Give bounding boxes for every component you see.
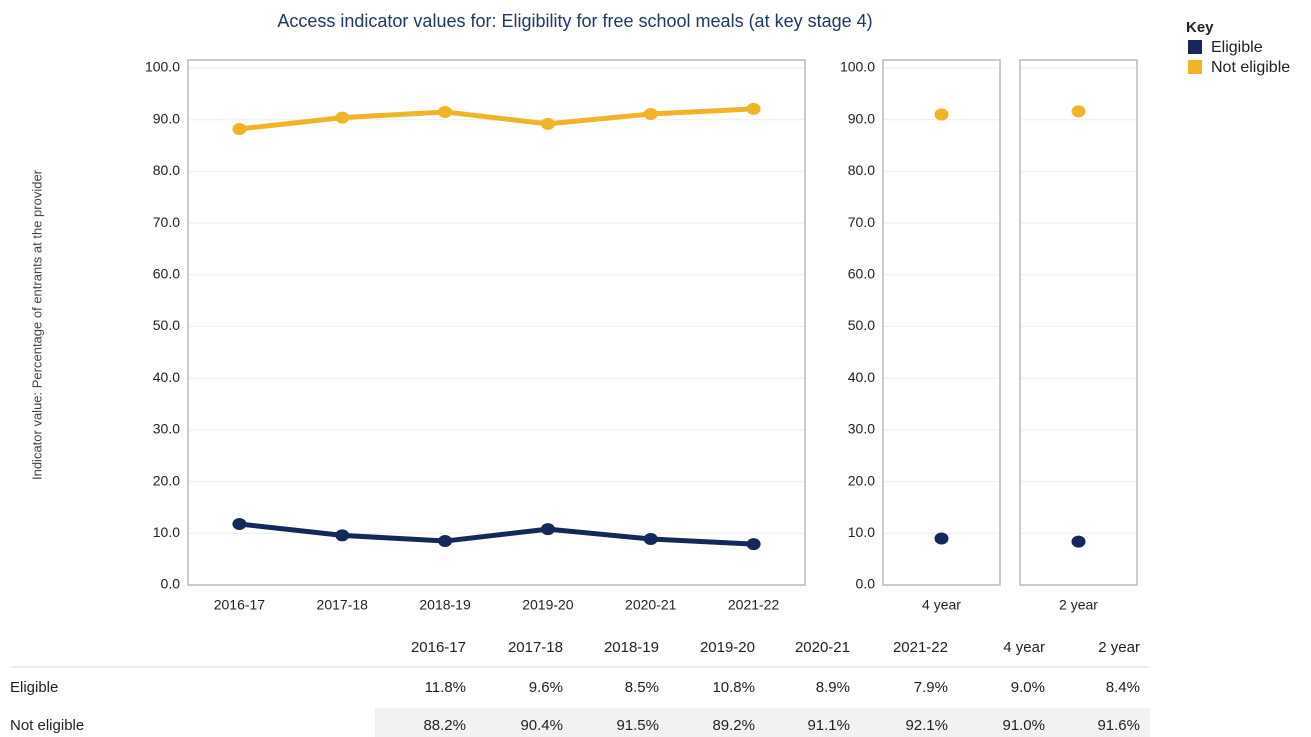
table-cell: 8.5% xyxy=(625,679,659,696)
data-point xyxy=(335,111,350,124)
table-cell: 91.6% xyxy=(1097,717,1140,734)
data-point xyxy=(232,517,247,530)
y-tick-label: 60.0 xyxy=(848,266,875,282)
data-point xyxy=(232,123,247,136)
table-header: 2 year xyxy=(1098,639,1140,656)
data-point xyxy=(1071,535,1086,548)
table-cell: 89.2% xyxy=(712,717,755,734)
legend-title: Key xyxy=(1186,19,1214,36)
data-point xyxy=(438,105,453,118)
table-header: 2017-18 xyxy=(508,639,563,656)
y-tick-label: 60.0 xyxy=(153,266,180,282)
y-tick-label: 40.0 xyxy=(848,369,875,385)
data-point xyxy=(335,529,350,542)
row-shade xyxy=(375,708,1150,737)
data-point xyxy=(1071,105,1086,118)
y-tick-label: 20.0 xyxy=(848,472,875,488)
y-tick-label: 90.0 xyxy=(848,110,875,126)
legend-label: Not eligible xyxy=(1211,59,1290,76)
x-tick-label: 2018-19 xyxy=(419,597,471,613)
legend-swatch xyxy=(1188,60,1202,74)
table-header: 2016-17 xyxy=(411,639,466,656)
y-tick-label: 50.0 xyxy=(153,317,180,333)
data-point xyxy=(746,102,761,115)
series-line xyxy=(239,521,754,547)
data-point xyxy=(746,538,761,551)
table-header: 2018-19 xyxy=(604,639,659,656)
table-header: 4 year xyxy=(1003,639,1045,656)
table-header: 2020-21 xyxy=(795,639,850,656)
table-header: 2021-22 xyxy=(893,639,948,656)
panel-frame xyxy=(882,59,1001,586)
row-label: Eligible xyxy=(10,679,58,696)
table-cell: 92.1% xyxy=(905,717,948,734)
x-tick-label: 2020-21 xyxy=(625,597,677,613)
table-cell: 9.6% xyxy=(529,679,563,696)
table-header: 2019-20 xyxy=(700,639,755,656)
table-cell: 8.9% xyxy=(816,679,850,696)
legend-label: Eligible xyxy=(1211,39,1263,56)
y-tick-label: 0.0 xyxy=(856,576,876,592)
y-tick-label: 70.0 xyxy=(848,214,875,230)
chart-title: Access indicator values for: Eligibility… xyxy=(277,11,872,31)
data-point xyxy=(540,523,555,536)
y-axis-title: Indicator value: Percentage of entrants … xyxy=(29,169,44,480)
y-tick-label: 50.0 xyxy=(848,317,875,333)
y-tick-label: 100.0 xyxy=(840,59,875,75)
y-tick-label: 70.0 xyxy=(153,214,180,230)
series-line xyxy=(239,106,754,132)
table-cell: 7.9% xyxy=(914,679,948,696)
y-tick-label: 20.0 xyxy=(153,472,180,488)
y-tick-label: 80.0 xyxy=(848,162,875,178)
data-point xyxy=(643,532,658,545)
table-cell: 8.4% xyxy=(1106,679,1140,696)
x-tick-label: 2016-17 xyxy=(214,597,266,613)
row-label: Not eligible xyxy=(10,717,84,734)
y-tick-label: 30.0 xyxy=(848,421,875,437)
x-tick-label: 2019-20 xyxy=(522,597,574,613)
table-cell: 91.5% xyxy=(616,717,659,734)
data-point xyxy=(934,108,949,121)
y-tick-label: 10.0 xyxy=(848,524,875,540)
table-cell: 90.4% xyxy=(520,717,563,734)
y-tick-label: 40.0 xyxy=(153,369,180,385)
y-tick-label: 90.0 xyxy=(153,110,180,126)
y-tick-label: 100.0 xyxy=(145,59,180,75)
data-point xyxy=(540,117,555,130)
legend-swatch xyxy=(1188,40,1202,54)
x-tick-label: 2017-18 xyxy=(317,597,369,613)
y-tick-label: 30.0 xyxy=(153,421,180,437)
x-tick-label: 2021-22 xyxy=(728,597,780,613)
table-cell: 91.1% xyxy=(807,717,850,734)
table-cell: 91.0% xyxy=(1002,717,1045,734)
data-point xyxy=(643,108,658,121)
data-point xyxy=(438,535,453,548)
y-tick-label: 80.0 xyxy=(153,162,180,178)
x-tick-label: 2 year xyxy=(1059,597,1098,613)
table-cell: 10.8% xyxy=(712,679,755,696)
data-point xyxy=(934,532,949,545)
panel-frame xyxy=(1019,59,1138,586)
table-cell: 11.8% xyxy=(425,679,466,696)
y-tick-label: 0.0 xyxy=(161,576,181,592)
x-tick-label: 4 year xyxy=(922,597,961,613)
table-cell: 88.2% xyxy=(423,717,466,734)
table-cell: 9.0% xyxy=(1011,679,1045,696)
panel-frame xyxy=(187,59,806,586)
y-tick-label: 10.0 xyxy=(153,524,180,540)
